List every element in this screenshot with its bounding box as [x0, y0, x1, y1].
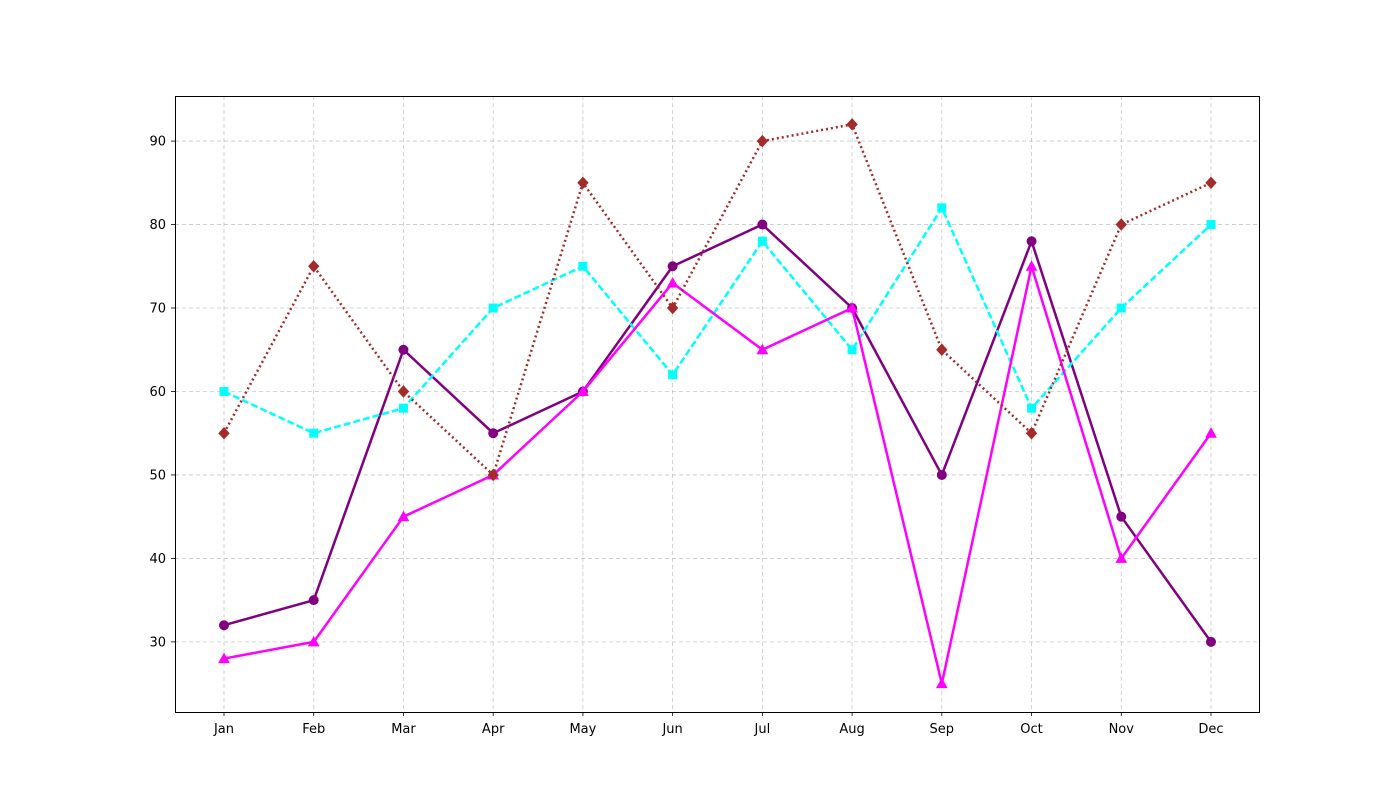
data-point: [398, 344, 409, 355]
data-point: [1026, 236, 1037, 247]
data-point: [756, 134, 769, 148]
x-tick-label: Aug: [839, 722, 864, 737]
data-point: [1115, 218, 1127, 231]
data-point: [846, 301, 858, 313]
y-tick-label: 60: [149, 385, 166, 400]
data-point: [936, 343, 948, 356]
data-point: [487, 468, 499, 482]
data-point: [666, 276, 679, 288]
data-point: [308, 595, 319, 606]
data-point: [1205, 176, 1217, 190]
y-tick-label: 40: [149, 552, 166, 567]
series-2: [219, 203, 1216, 438]
data-point: [936, 469, 947, 480]
data-point: [1206, 636, 1216, 647]
y-tick-label: 50: [149, 468, 166, 483]
data-point: [219, 620, 229, 631]
x-tick-label: Nov: [1109, 722, 1135, 737]
data-point: [577, 176, 589, 190]
data-point: [219, 386, 229, 396]
data-point: [757, 219, 768, 230]
data-point: [667, 261, 678, 272]
series-4: [218, 118, 1217, 482]
series-line: [223, 265, 1213, 685]
data-point: [578, 261, 588, 271]
x-tick-label: Mar: [391, 722, 416, 737]
data-point: [937, 203, 947, 213]
data-point: [756, 343, 769, 355]
data-point: [757, 236, 767, 246]
data-point: [847, 345, 857, 355]
series-line: [223, 223, 1213, 643]
x-tick-label: Dec: [1198, 722, 1223, 737]
series-layer: [218, 118, 1217, 689]
y-tick-label: 80: [149, 218, 166, 233]
data-point: [1115, 552, 1128, 563]
data-point: [666, 301, 679, 315]
data-point: [1206, 220, 1216, 230]
x-tick-label: May: [569, 722, 596, 737]
data-point: [398, 403, 408, 413]
series-line: [222, 123, 1212, 477]
data-point: [488, 303, 498, 313]
series-1: [219, 219, 1216, 647]
data-point: [935, 677, 948, 689]
x-tick-label: Apr: [482, 722, 505, 737]
data-point: [1025, 426, 1038, 440]
data-point: [218, 652, 230, 664]
data-point: [577, 385, 589, 396]
data-point: [308, 260, 320, 273]
series-line: [223, 206, 1212, 435]
data-point: [846, 118, 858, 131]
data-point: [668, 370, 678, 380]
x-tick-label: Sep: [930, 722, 955, 737]
data-point: [307, 635, 320, 647]
y-tick-label: 70: [149, 302, 166, 317]
data-point: [397, 510, 410, 522]
data-point: [1116, 303, 1126, 313]
x-tick-label: Oct: [1020, 722, 1042, 737]
x-tick-label: Feb: [302, 722, 325, 737]
x-tick-label: Jul: [754, 722, 771, 737]
data-point: [397, 385, 410, 398]
data-point: [488, 428, 499, 439]
axes: Jan Feb Mar Apr May Jun Jul Aug Sep Oct Nov Dec 30 40…: [149, 135, 1223, 737]
y-tick-label: 90: [149, 135, 166, 150]
data-point: [218, 426, 230, 440]
x-tick-label: Jun: [661, 722, 682, 737]
data-point: [309, 428, 319, 438]
plot-frame: [175, 96, 1260, 713]
data-point: [1025, 260, 1038, 271]
series-3: [218, 260, 1217, 689]
grid: [175, 96, 1260, 712]
data-point: [1027, 403, 1037, 413]
y-tick-label: 30: [149, 635, 166, 650]
data-point: [1205, 427, 1217, 438]
data-point: [1116, 511, 1127, 522]
x-tick-label: Jan: [213, 722, 234, 737]
